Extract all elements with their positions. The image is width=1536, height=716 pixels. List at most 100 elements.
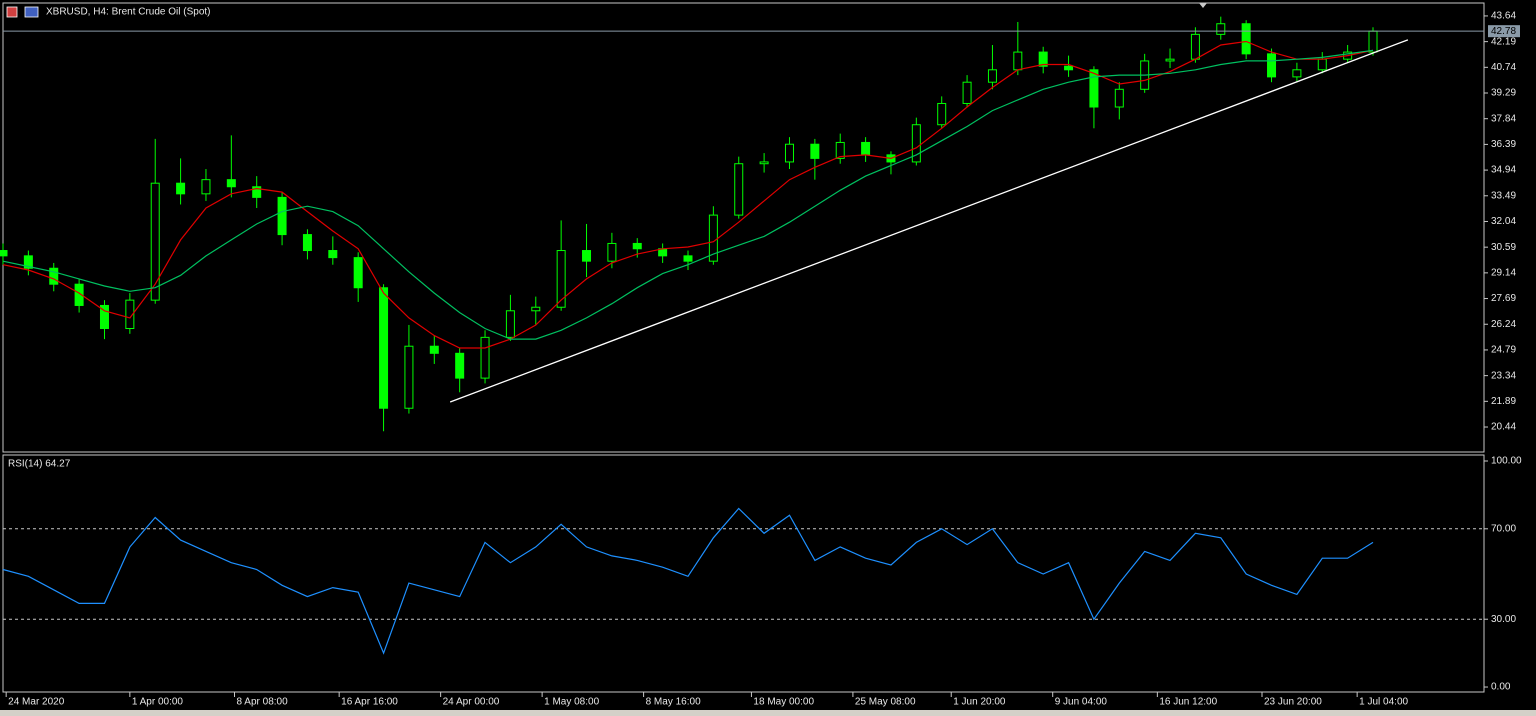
y-tick-label: 43.64 <box>1491 11 1516 22</box>
x-tick-label: 25 May 08:00 <box>855 697 916 708</box>
y-tick-label: 39.29 <box>1491 88 1516 99</box>
x-tick-label: 8 May 16:00 <box>646 697 701 708</box>
candle-body <box>74 283 84 306</box>
candle-body <box>429 345 439 354</box>
y-tick-label: 37.84 <box>1491 113 1516 124</box>
candle-body <box>302 234 312 252</box>
candle-body <box>125 299 135 329</box>
flag-icon <box>24 6 39 18</box>
trendline <box>449 39 1409 403</box>
candle-body <box>1038 51 1048 67</box>
candle-body <box>1241 23 1251 55</box>
x-tick-label: 1 Apr 00:00 <box>132 697 184 708</box>
y-tick-label: 30.59 <box>1491 242 1516 253</box>
candle-body <box>201 179 211 195</box>
y-tick-label: 42.19 <box>1491 36 1516 47</box>
current-price-box <box>1488 25 1520 38</box>
x-tick-label: 24 Apr 00:00 <box>443 697 500 708</box>
candle-body <box>582 250 592 262</box>
rsi-line <box>2 507 1374 655</box>
candle-body <box>1267 53 1277 78</box>
candle-body <box>328 250 338 259</box>
candle-body <box>353 257 363 289</box>
chart-title: XBRUSD, H4: Brent Crude Oil (Spot) <box>46 7 211 18</box>
y-tick-label: 100.00 <box>1491 456 1522 467</box>
y-tick-label: 20.44 <box>1491 422 1516 433</box>
candle-body <box>683 255 693 262</box>
tab-bar <box>0 710 1536 716</box>
y-tick-label: 34.94 <box>1491 165 1516 176</box>
x-tick-label: 1 Jul 04:00 <box>1359 697 1408 708</box>
candle-body <box>937 102 947 126</box>
candle-body <box>1114 88 1124 108</box>
candle-body <box>962 81 972 104</box>
candle-body <box>23 255 33 269</box>
candle-body <box>404 345 414 409</box>
candle-body <box>1368 30 1378 53</box>
candle-body <box>1165 58 1175 62</box>
candle-body <box>759 161 769 165</box>
x-tick-label: 24 Mar 2020 <box>8 697 65 708</box>
candle-body <box>1089 69 1099 108</box>
candle-body <box>632 242 642 250</box>
candle-body <box>734 163 744 216</box>
period-marker <box>1199 3 1207 8</box>
x-tick-label: 1 May 08:00 <box>544 697 599 708</box>
moving-average <box>2 40 1374 349</box>
y-tick-label: 24.79 <box>1491 345 1516 356</box>
candle-body <box>379 287 389 409</box>
y-tick-label: 40.74 <box>1491 62 1516 73</box>
x-tick-label: 16 Apr 16:00 <box>341 697 398 708</box>
y-tick-label: 23.34 <box>1491 370 1516 381</box>
candle-body <box>1216 23 1226 35</box>
symbol-icon <box>6 6 18 18</box>
candle-body <box>861 141 871 156</box>
y-tick-label: 0.00 <box>1491 682 1511 693</box>
x-tick-label: 23 Jun 20:00 <box>1264 697 1322 708</box>
candle-body <box>226 179 236 188</box>
y-tick-label: 70.00 <box>1491 523 1516 534</box>
candle-body <box>150 182 160 301</box>
candle-body <box>835 141 845 159</box>
y-tick-label: 30.00 <box>1491 614 1516 625</box>
candle-body <box>49 267 59 285</box>
y-tick-label: 27.69 <box>1491 293 1516 304</box>
y-tick-label: 36.39 <box>1491 139 1516 150</box>
candle-body <box>277 196 287 236</box>
candle-body <box>810 143 820 159</box>
candle-body <box>911 124 921 163</box>
candle-body <box>505 310 515 338</box>
candle-body <box>607 242 617 262</box>
candle-body <box>987 69 997 83</box>
candle-body <box>99 304 109 329</box>
y-tick-label: 29.14 <box>1491 268 1516 279</box>
candle-body <box>480 336 490 379</box>
candle-body <box>252 186 262 198</box>
candle-body <box>531 306 541 312</box>
candle-body <box>1190 33 1200 60</box>
candle-body <box>1013 51 1023 71</box>
y-tick-label: 26.24 <box>1491 319 1516 330</box>
y-tick-label: 21.89 <box>1491 396 1516 407</box>
x-tick-label: 8 Apr 08:00 <box>237 697 289 708</box>
current-price-label: 42.78 <box>1491 26 1516 37</box>
x-tick-label: 16 Jun 12:00 <box>1159 697 1217 708</box>
moving-average <box>2 49 1374 340</box>
x-tick-label: 18 May 00:00 <box>753 697 814 708</box>
candle-body <box>1292 69 1302 78</box>
candle-body <box>176 182 186 195</box>
x-tick-label: 9 Jun 04:00 <box>1055 697 1108 708</box>
candle-body <box>0 250 8 257</box>
candle-body <box>1064 65 1074 71</box>
price-pane-frame <box>2 2 1485 453</box>
candle-body <box>556 250 566 308</box>
x-tick-label: 1 Jun 20:00 <box>953 697 1006 708</box>
y-tick-label: 33.49 <box>1491 190 1516 201</box>
rsi-title: RSI(14) 64.27 <box>8 459 71 470</box>
candle-body <box>1317 58 1327 71</box>
y-tick-label: 32.04 <box>1491 216 1516 227</box>
rsi-pane-frame <box>2 454 1485 693</box>
